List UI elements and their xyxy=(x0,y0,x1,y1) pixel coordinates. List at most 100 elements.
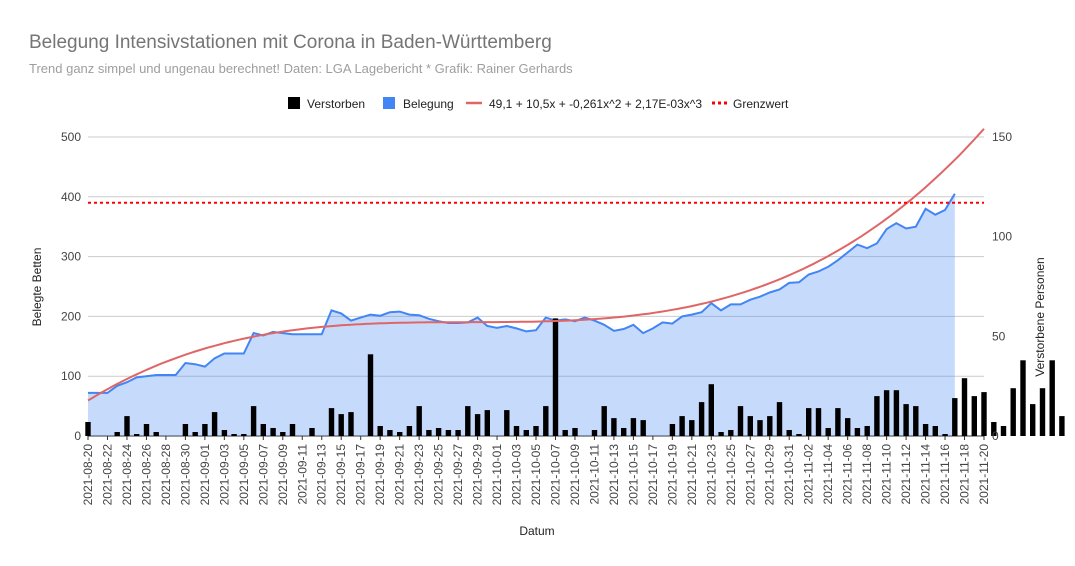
verstorben-bar xyxy=(708,384,714,436)
verstorben-bar xyxy=(231,434,237,436)
verstorben-bar xyxy=(416,406,422,436)
x-tick-label: 2021-10-01 xyxy=(490,444,504,506)
legend: Verstorben Belegung 49,1 + 10,5x + -0,26… xyxy=(288,97,789,111)
x-tick-label: 2021-09-15 xyxy=(334,444,348,506)
overlay-lines xyxy=(87,128,985,402)
verstorben-bar xyxy=(864,426,870,436)
verstorben-bar xyxy=(796,434,802,436)
verstorben-bar xyxy=(961,378,968,436)
verstorben-bar xyxy=(922,424,929,436)
x-tick-label: 2021-11-20 xyxy=(977,444,991,505)
verstorben-bar xyxy=(406,426,413,436)
verstorben-bar xyxy=(689,420,695,436)
x-tick-label: 2021-10-15 xyxy=(626,444,640,506)
x-tick-label: 2021-09-09 xyxy=(276,444,290,506)
verstorben-bar xyxy=(806,408,812,436)
y-left-tick-label: 500 xyxy=(61,130,81,144)
verstorben-bar xyxy=(182,424,189,436)
y-right-tick-label: 100 xyxy=(992,230,1012,244)
x-tick-label: 2021-10-19 xyxy=(665,444,679,506)
x-tick-label: 2021-08-30 xyxy=(178,444,192,506)
verstorben-bar xyxy=(250,406,257,436)
verstorben-bar xyxy=(952,398,958,436)
x-axis-title: Datum xyxy=(519,524,554,538)
y-left-tick-label: 200 xyxy=(61,309,81,323)
verstorben-bar xyxy=(260,424,266,436)
verstorben-bar xyxy=(289,424,296,436)
verstorben-bar xyxy=(533,426,539,436)
x-tick-label: 2021-09-25 xyxy=(432,444,446,506)
verstorben-bar xyxy=(621,428,627,436)
x-tick-label: 2021-11-16 xyxy=(938,444,952,505)
verstorben-bar xyxy=(737,406,744,436)
verstorben-bar xyxy=(893,390,900,436)
x-tick-label: 2021-10-27 xyxy=(743,444,757,506)
x-tick-label: 2021-09-05 xyxy=(237,444,251,506)
verstorben-bar xyxy=(348,412,354,436)
y-axis-left-title: Belegte Betten xyxy=(30,248,44,327)
verstorben-bar xyxy=(728,430,734,436)
legend-swatch-verstorben xyxy=(288,97,300,109)
legend-label-trendline: 49,1 + 10,5x + -0,261x^2 + 2,17E-03x^3 xyxy=(489,97,702,111)
verstorben-bar xyxy=(114,432,120,436)
x-tick-label: 2021-08-28 xyxy=(159,444,173,506)
verstorben-bar xyxy=(85,422,91,436)
x-tick-label: 2021-08-26 xyxy=(139,444,153,506)
verstorben-bar xyxy=(747,416,753,436)
x-tick-label: 2021-09-21 xyxy=(393,444,407,506)
legend-label-grenzwert: Grenzwert xyxy=(733,97,789,111)
verstorben-bar xyxy=(1049,360,1055,436)
verstorben-bar xyxy=(767,416,773,436)
x-tick-label: 2021-10-29 xyxy=(763,444,777,506)
verstorben-bars xyxy=(85,318,1065,436)
verstorben-bar xyxy=(562,430,568,436)
verstorben-bar xyxy=(874,396,880,436)
verstorben-bar xyxy=(757,420,763,436)
verstorben-bar xyxy=(523,430,529,436)
verstorben-bar xyxy=(611,418,617,436)
trendline xyxy=(87,128,985,402)
x-tick-label: 2021-09-19 xyxy=(373,444,387,506)
belegung-line xyxy=(88,193,956,394)
verstorben-bar xyxy=(309,428,315,436)
chart-subtitle: Trend ganz simpel und ungenau berechnet!… xyxy=(29,61,573,76)
verstorben-bar xyxy=(679,416,685,436)
y-left-tick-label: 400 xyxy=(61,190,81,204)
x-tick-label: 2021-10-23 xyxy=(704,444,718,506)
verstorben-bar xyxy=(134,434,140,436)
x-tick-label: 2021-09-23 xyxy=(412,444,426,506)
x-tick-label: 2021-10-05 xyxy=(529,444,543,506)
verstorben-bar xyxy=(971,396,977,436)
verstorben-bar xyxy=(815,408,822,436)
verstorben-bar xyxy=(854,428,861,436)
y-left-tick-label: 300 xyxy=(61,250,81,264)
verstorben-bar xyxy=(221,430,228,436)
verstorben-bar xyxy=(630,418,637,436)
verstorben-bar xyxy=(455,430,461,436)
legend-label-verstorben: Verstorben xyxy=(307,97,365,111)
verstorben-bar xyxy=(504,410,510,436)
chart-title: Belegung Intensivstationen mit Corona in… xyxy=(29,32,552,53)
verstorben-bar xyxy=(552,318,559,436)
verstorben-bar xyxy=(1020,360,1026,436)
x-tick-label: 2021-10-07 xyxy=(549,444,563,506)
x-tick-label: 2021-09-07 xyxy=(256,444,270,506)
verstorben-bar xyxy=(903,404,909,436)
y-axis-right: 0 50 100 150 xyxy=(992,130,1012,443)
verstorben-bar xyxy=(202,424,208,436)
verstorben-bar xyxy=(367,354,374,436)
x-tick-label: 2021-10-09 xyxy=(568,444,582,506)
verstorben-bar xyxy=(543,406,549,436)
verstorben-bar xyxy=(435,428,442,436)
verstorben-bar xyxy=(153,432,159,436)
y-axis-left: 0 100 200 300 400 500 xyxy=(61,130,81,443)
verstorben-bar xyxy=(913,406,919,436)
x-tick-label: 2021-08-24 xyxy=(120,444,134,506)
belegung-area-fill xyxy=(88,193,955,436)
x-tick-label: 2021-10-21 xyxy=(685,444,699,506)
y-right-tick-label: 50 xyxy=(992,329,1006,343)
verstorben-bar xyxy=(338,414,344,436)
verstorben-bar xyxy=(484,410,490,436)
verstorben-bar xyxy=(883,390,890,436)
